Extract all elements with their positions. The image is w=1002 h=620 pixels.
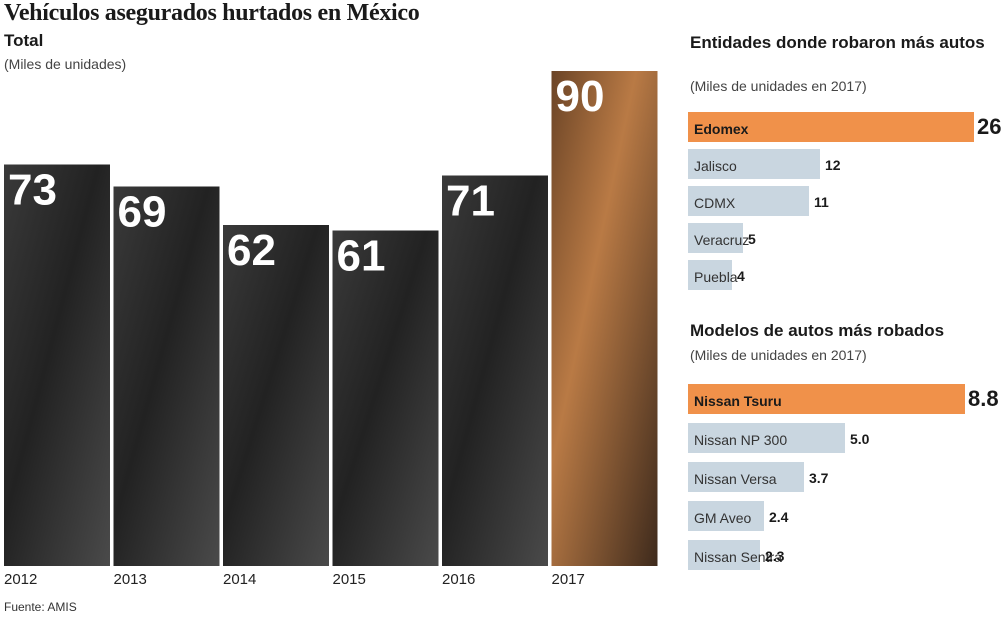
- hbar-value-label: 8.8: [968, 386, 999, 411]
- hbar-value-label: 5: [748, 231, 756, 247]
- year-tick-label: 2015: [333, 571, 366, 588]
- hbar: [688, 384, 965, 414]
- models-panel-units: (Miles de unidades en 2017): [690, 347, 867, 363]
- hbar-row: Nissan Tsuru 8.8: [688, 384, 1002, 414]
- bar-2014: [223, 225, 329, 566]
- bar-2015: [332, 230, 439, 566]
- hbar-value-label: 5.0: [850, 431, 870, 447]
- bar-value-label: 71: [446, 177, 495, 226]
- hbar: [688, 149, 820, 179]
- hbar-value-label: 2.3: [765, 548, 785, 564]
- hbar-row: GM Aveo 2.4: [688, 501, 1002, 531]
- bar-value-label: 73: [8, 166, 57, 215]
- hbar-value-label: 26: [977, 114, 1002, 139]
- hbar-row: Puebla 4: [688, 260, 1002, 290]
- hbar-category-label: GM Aveo: [694, 510, 752, 526]
- states-panel-units: (Miles de unidades en 2017): [690, 78, 867, 94]
- hbar-row: Edomex 26: [688, 112, 1002, 142]
- hbar-value-label: 2.4: [769, 509, 789, 525]
- year-tick-label: 2017: [552, 571, 585, 588]
- hbar-row: Nissan NP 300 5.0: [688, 423, 1002, 453]
- hbar-row: CDMX 11: [688, 186, 1002, 216]
- year-tick-label: 2012: [4, 571, 37, 588]
- hbar-category-label: Veracruz: [694, 232, 750, 248]
- hbar: [688, 462, 804, 492]
- hbar: [688, 260, 732, 290]
- hbar-row: Veracruz 5: [688, 223, 1002, 253]
- hbar-category-label: Nissan Versa: [694, 471, 777, 487]
- year-tick-label: 2013: [114, 571, 147, 588]
- year-tick-label: 2014: [223, 571, 256, 588]
- bar-value-label: 69: [118, 188, 167, 237]
- hbar-row: Nissan Versa 3.7: [688, 462, 1002, 492]
- hbar-category-label: Nissan Sentra: [694, 549, 782, 565]
- bar-value-label: 62: [227, 226, 276, 275]
- hbar: [688, 112, 974, 142]
- hbar-value-label: 11: [814, 194, 829, 210]
- hbar-value-label: 4: [737, 268, 745, 284]
- hbar: [688, 186, 809, 216]
- bar-2016: [442, 175, 548, 566]
- bar-2012: [4, 164, 110, 566]
- states-bar-chart: Edomex 26 Jalisco 12 CDMX 11 Veracruz 5 Puebla 4: [688, 112, 1002, 302]
- chart-subtitle: Total: [4, 31, 44, 50]
- hbar-value-label: 12: [825, 157, 841, 173]
- total-stolen-bar-chart: 73 2012 69 2013 62 2014 61 2015 71 2016 90 2017: [4, 71, 658, 588]
- hbar-row: Jalisco 12: [688, 149, 1002, 179]
- hbar: [688, 540, 760, 570]
- hbar-category-label: Nissan Tsuru: [694, 393, 782, 409]
- year-tick-label: 2016: [442, 571, 475, 588]
- states-panel-title: Entidades donde robaron más autos: [690, 33, 985, 52]
- hbar-category-label: Nissan NP 300: [694, 432, 788, 448]
- bar-2017: [551, 71, 658, 566]
- hbar-category-label: Jalisco: [694, 158, 737, 174]
- bar-value-label: 90: [556, 72, 605, 121]
- chart-units: (Miles de unidades): [4, 56, 127, 72]
- hbar-row: Nissan Sentra 2.3: [688, 540, 1002, 570]
- hbar: [688, 223, 743, 253]
- bar-2013: [113, 186, 220, 566]
- bar-value-label: 61: [337, 232, 386, 281]
- hbar-category-label: Edomex: [694, 121, 749, 137]
- hbar-category-label: Puebla: [694, 269, 738, 285]
- hbar: [688, 501, 764, 531]
- models-panel-title: Modelos de autos más robados: [690, 321, 945, 340]
- hbar-category-label: CDMX: [694, 195, 736, 211]
- source-note: Fuente: AMIS: [4, 600, 77, 614]
- hbar: [688, 423, 845, 453]
- chart-title: Vehículos asegurados hurtados en México: [4, 0, 420, 26]
- hbar-value-label: 3.7: [809, 470, 829, 486]
- models-bar-chart: Nissan Tsuru 8.8 Nissan NP 300 5.0 Nissan Ve…: [688, 384, 1002, 584]
